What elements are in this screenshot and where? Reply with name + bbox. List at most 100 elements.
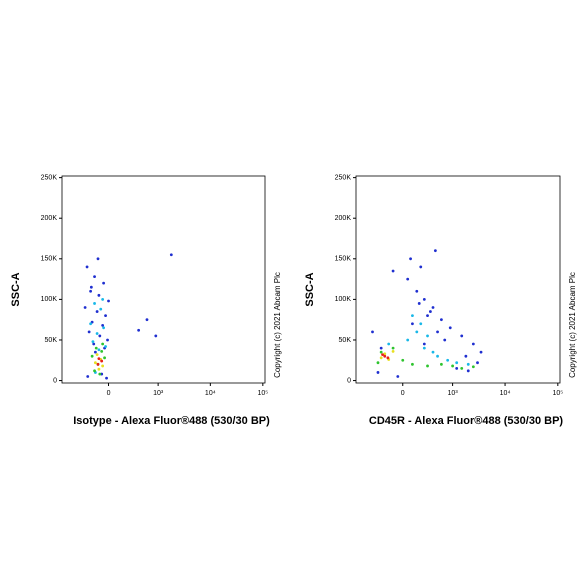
point (426, 334, 429, 338)
point (97, 293, 101, 297)
point (476, 361, 479, 365)
point (83, 306, 87, 309)
point (417, 302, 421, 305)
point (102, 326, 106, 330)
point (101, 323, 105, 327)
point (90, 354, 94, 358)
point (91, 340, 95, 343)
point (479, 350, 483, 354)
point (448, 326, 452, 330)
point (93, 350, 97, 354)
point (95, 310, 99, 313)
point (103, 356, 106, 360)
point (391, 349, 395, 353)
point (426, 314, 429, 318)
point (93, 361, 97, 365)
point (422, 346, 426, 350)
point (387, 342, 391, 346)
point (379, 350, 383, 354)
y-tick-label: 100K (41, 296, 58, 303)
point (102, 281, 106, 285)
point (105, 376, 108, 380)
point (381, 353, 384, 356)
point (431, 350, 435, 354)
point (104, 345, 107, 348)
point (422, 297, 426, 301)
plot-frame (355, 175, 561, 384)
point (154, 334, 158, 338)
point (97, 357, 101, 361)
x-tick-label: 0 (107, 390, 111, 397)
y-tick-label: 250K (41, 174, 58, 181)
x-axis-label: CD45R - Alexa Fluor®488 (530/30 BP) (369, 415, 563, 427)
point (391, 269, 395, 273)
point (415, 330, 419, 334)
point (95, 332, 99, 335)
point (419, 265, 423, 269)
y-tick-label: 0 (53, 377, 57, 384)
point (98, 334, 102, 338)
point (101, 364, 105, 368)
point (169, 253, 173, 257)
point (137, 328, 141, 332)
y-tick-label: 0 (347, 377, 351, 384)
point (419, 322, 423, 326)
point (101, 297, 105, 301)
point (396, 375, 400, 378)
point (92, 342, 96, 346)
point (422, 342, 426, 346)
point (406, 277, 410, 281)
point (376, 371, 380, 374)
point (411, 362, 414, 366)
point (371, 330, 374, 334)
point (446, 358, 450, 362)
copyright: Copyright (c) 2021 Abcam Plc (568, 272, 577, 378)
point (460, 334, 464, 338)
point (85, 265, 89, 269)
x-axis-label: Isotype - Alexa Fluor®488 (530/30 BP) (73, 415, 270, 427)
x-tick-label: 10³ (153, 390, 164, 397)
point (426, 364, 429, 368)
point (433, 249, 437, 253)
x-tick-label: 10⁵ (257, 390, 268, 397)
point (411, 322, 414, 326)
point (415, 289, 419, 293)
point (409, 257, 412, 261)
point (93, 275, 96, 279)
point (106, 338, 109, 342)
point (455, 366, 459, 370)
point (93, 369, 96, 373)
y-axis-label: SSC-A (10, 272, 22, 306)
point (460, 366, 464, 370)
point (464, 354, 468, 358)
point (431, 306, 435, 309)
y-tick-label: 200K (41, 215, 58, 222)
point (145, 318, 149, 322)
y-tick-label: 100K (335, 296, 352, 303)
x-tick-label: 10⁵ (552, 390, 563, 397)
point (383, 352, 387, 356)
y-tick-label: 250K (335, 174, 352, 181)
copyright: Copyright (c) 2021 Abcam Plc (273, 272, 282, 378)
point (101, 342, 105, 346)
y-tick-label: 200K (335, 215, 352, 222)
point (97, 367, 101, 371)
point (429, 310, 432, 313)
point (98, 372, 102, 376)
point (391, 346, 395, 350)
x-tick-label: 10⁴ (205, 390, 216, 397)
point (436, 354, 439, 358)
point (86, 375, 90, 378)
point (451, 364, 455, 368)
point (89, 289, 93, 293)
point (440, 362, 443, 366)
y-axis-label: SSC-A (304, 272, 316, 306)
point (93, 302, 96, 305)
x-tick-label: 0 (401, 390, 405, 397)
plot-frame (61, 175, 266, 384)
point (95, 353, 99, 356)
point (100, 349, 104, 353)
point (96, 257, 100, 261)
point (379, 356, 383, 360)
